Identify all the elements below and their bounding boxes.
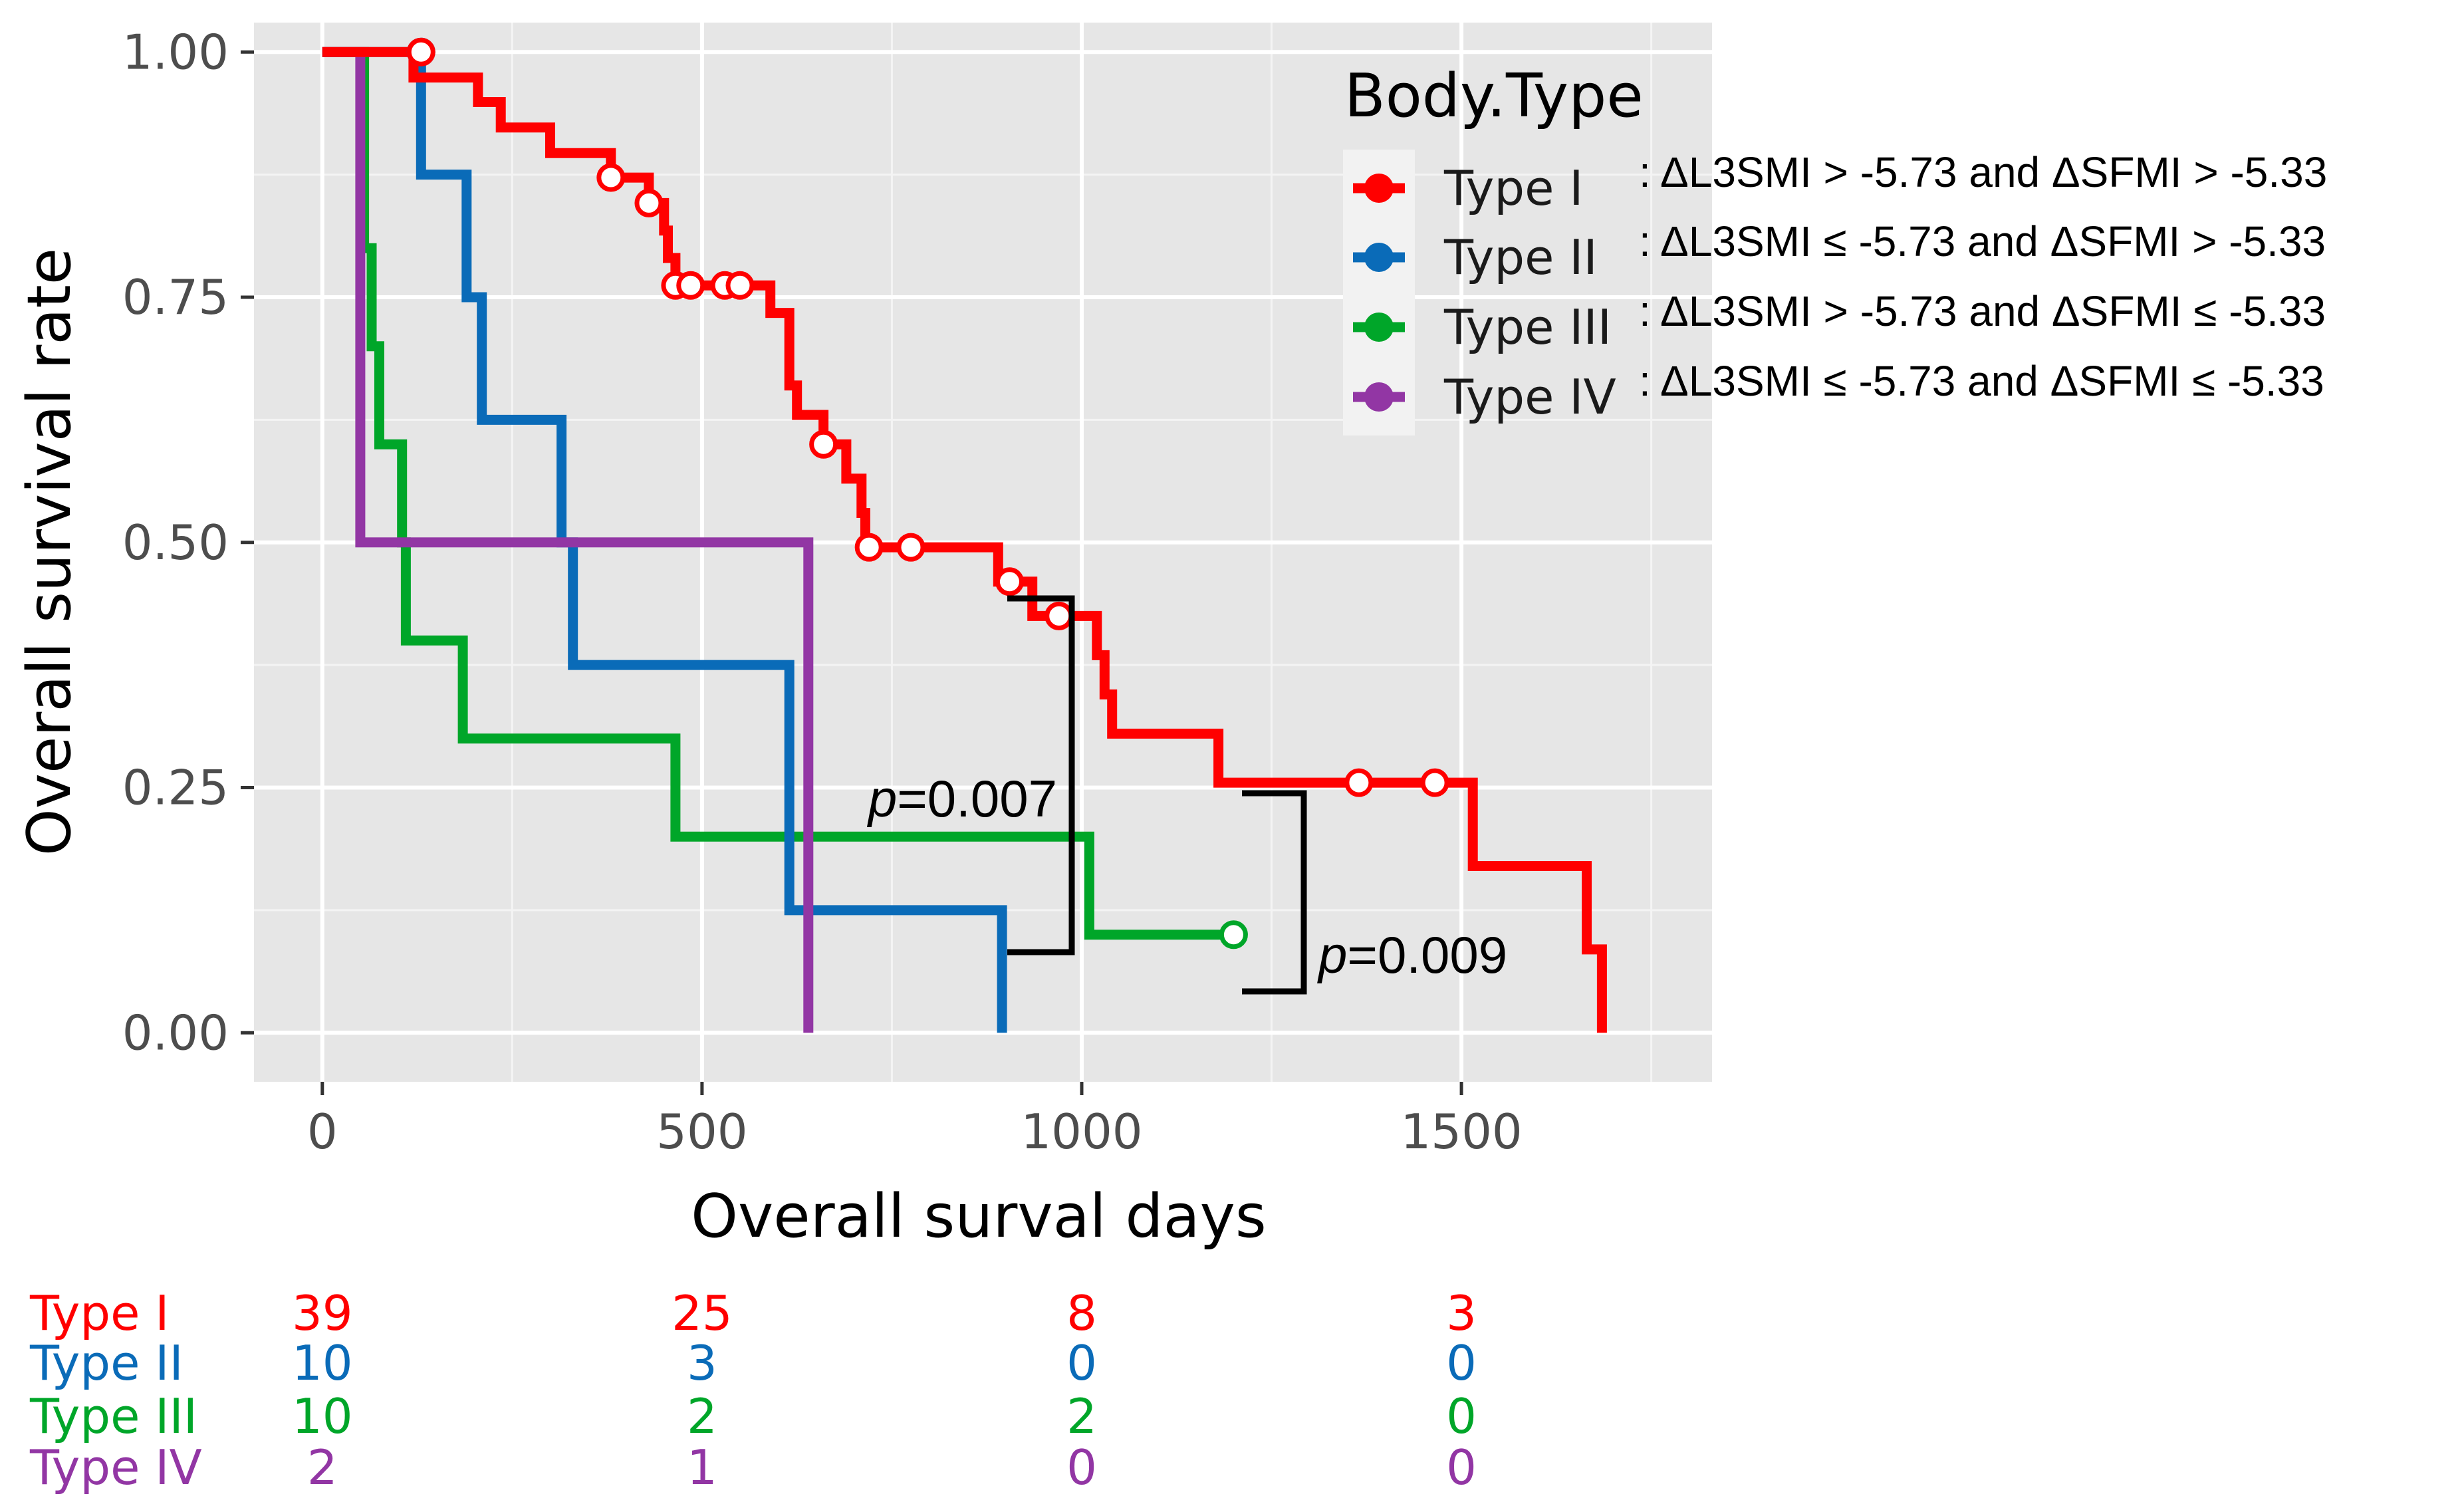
risk-count: 0 xyxy=(1446,1388,1477,1444)
risk-row-label: Type III xyxy=(29,1388,197,1444)
x-axis: 0 500 1000 1500 xyxy=(307,1082,1523,1160)
pvalue-1: p=0.007 xyxy=(867,769,1057,828)
legend-label: Type II xyxy=(1443,229,1598,285)
censor-mark xyxy=(1219,920,1248,949)
x-tick-label: 500 xyxy=(656,1104,747,1160)
legend-label: Type III xyxy=(1443,299,1612,355)
pvalue-2-value: =0.009 xyxy=(1347,926,1507,984)
legend-items: Type I : ΔL3SMI > -5.73 and ΔSFMI > -5.33… xyxy=(1353,148,2327,425)
y-tick-label: 0.00 xyxy=(122,1005,229,1061)
censor-mark xyxy=(406,37,435,66)
y-tick-label: 1.00 xyxy=(122,24,229,80)
legend-key-dot xyxy=(1364,243,1394,272)
pvalue-2: p=0.009 xyxy=(1317,926,1507,984)
y-tick-label: 0.50 xyxy=(122,515,229,570)
survival-curves xyxy=(322,37,1607,1033)
risk-count: 2 xyxy=(687,1388,717,1444)
risk-row-label: Type I xyxy=(29,1285,170,1341)
risk-count: 2 xyxy=(307,1440,338,1495)
censor-mark xyxy=(1045,601,1074,630)
risk-count: 0 xyxy=(1066,1440,1097,1495)
risk-count: 39 xyxy=(292,1285,353,1341)
risk-row-label: Type IV xyxy=(29,1440,202,1495)
legend-label: Type IV xyxy=(1443,369,1616,425)
legend: Body.Type Type I : ΔL3SMI > -5.73 and ΔSF… xyxy=(1343,61,2327,436)
censor-mark xyxy=(809,430,838,459)
risk-count: 3 xyxy=(687,1335,717,1391)
bracket-1 xyxy=(1007,595,1075,955)
legend-title: Body.Type xyxy=(1344,61,1644,131)
y-tick-label: 0.25 xyxy=(122,760,229,816)
pvalue-1-value: =0.007 xyxy=(897,769,1057,828)
legend-key-dot xyxy=(1364,313,1394,342)
legend-definition: : ΔL3SMI ≤ -5.73 and ΔSFMI > -5.33 xyxy=(1639,217,2326,265)
risk-count: 10 xyxy=(292,1335,353,1391)
bracket-2 xyxy=(1242,790,1307,995)
risk-row-label: Type II xyxy=(29,1335,184,1391)
pvalue-brackets xyxy=(1007,595,1307,995)
legend-definition: : ΔL3SMI > -5.73 and ΔSFMI ≤ -5.33 xyxy=(1639,287,2326,335)
legend-key-dot xyxy=(1364,382,1394,412)
censor-mark xyxy=(995,567,1024,596)
y-tick-label: 0.75 xyxy=(122,269,229,325)
censor-mark xyxy=(896,533,925,562)
x-tick-label: 1500 xyxy=(1400,1104,1522,1160)
censor-mark xyxy=(725,271,755,300)
x-tick-label: 0 xyxy=(307,1104,338,1160)
censor-mark xyxy=(634,188,664,217)
curve-type-i xyxy=(322,47,1607,1033)
censor-mark xyxy=(1420,768,1449,797)
y-axis-title: Overall survival rate xyxy=(15,248,84,856)
risk-count: 3 xyxy=(1446,1285,1477,1341)
censor-mark xyxy=(1344,768,1374,797)
risk-count: 10 xyxy=(292,1388,353,1444)
risk-count: 8 xyxy=(1066,1285,1097,1341)
legend-definition: : ΔL3SMI > -5.73 and ΔSFMI > -5.33 xyxy=(1639,148,2327,196)
risk-count: 25 xyxy=(672,1285,733,1341)
risk-count: 2 xyxy=(1066,1388,1097,1444)
pvalue-2-prefix: p xyxy=(1317,926,1347,984)
legend-label: Type I xyxy=(1443,160,1584,216)
legend-definition: : ΔL3SMI ≤ -5.73 and ΔSFMI ≤ -5.33 xyxy=(1639,357,2324,405)
y-axis: 0.00 0.25 0.50 0.75 1.00 xyxy=(122,24,254,1061)
censor-mark xyxy=(596,163,626,192)
risk-count: 0 xyxy=(1446,1440,1477,1495)
risk-count: 0 xyxy=(1446,1335,1477,1391)
risk-count: 1 xyxy=(687,1440,717,1495)
risk-count: 0 xyxy=(1066,1335,1097,1391)
curve-type-ii xyxy=(322,47,1007,1033)
pvalue-1-prefix: p xyxy=(867,769,897,828)
legend-key-dot xyxy=(1364,174,1394,203)
censor-mark xyxy=(676,271,705,300)
censor-mark xyxy=(854,533,884,562)
x-axis-title: Overall surval days xyxy=(691,1182,1267,1251)
x-tick-label: 1000 xyxy=(1021,1104,1142,1160)
